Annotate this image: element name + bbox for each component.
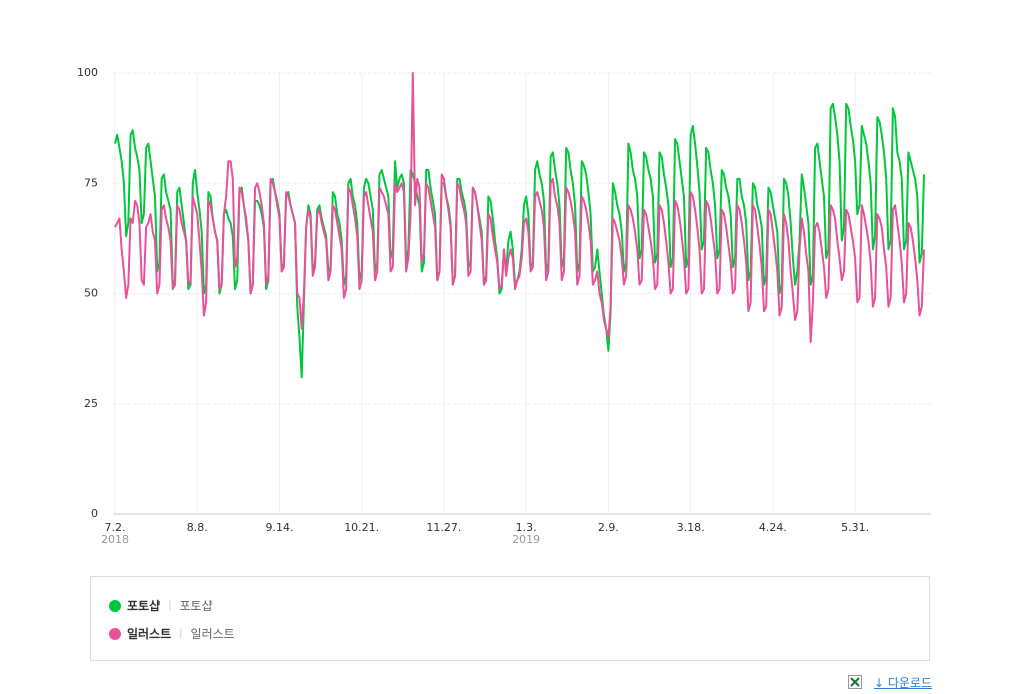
download-link[interactable]: ↓ 다운로드	[873, 676, 932, 690]
legend-dot	[109, 627, 121, 640]
y-tick-label: 25	[84, 397, 98, 410]
legend-keywords: 일러스트	[190, 627, 235, 641]
download-text: 다운로드	[887, 676, 932, 690]
x-tick-label: 2.9.	[598, 521, 619, 534]
legend-keywords: 포토샵	[179, 599, 213, 613]
legend-item: 포토샵 | 포토샵	[109, 597, 213, 614]
y-tick-label: 100	[77, 66, 98, 79]
y-tick-label: 0	[91, 507, 98, 520]
x-year-label: 2019	[512, 533, 540, 546]
legend-name: 일러스트	[127, 627, 172, 641]
x-tick-label: 1.3.	[516, 521, 537, 534]
legend-dot	[109, 599, 121, 612]
x-tick-label: 8.8.	[187, 521, 208, 534]
legend-item: 일러스트 | 일러스트	[109, 625, 235, 642]
x-tick-label: 4.24.	[759, 521, 787, 534]
legend-name: 포토샵	[127, 599, 161, 613]
separator: |	[168, 600, 172, 611]
y-tick-label: 50	[84, 287, 98, 300]
x-tick-label: 3.18.	[677, 521, 705, 534]
y-tick-label: 75	[84, 176, 98, 189]
x-tick-label: 5.31.	[841, 521, 869, 534]
x-tick-label: 7.2.	[105, 521, 126, 534]
series-line	[114, 102, 925, 379]
x-tick-label: 10.21.	[344, 521, 379, 534]
x-year-label: 2018	[101, 533, 129, 546]
x-tick-label: 11.27.	[426, 521, 461, 534]
x-tick-label: 9.14.	[265, 521, 293, 534]
legend: 포토샵 | 포토샵 일러스트 | 일러스트	[90, 576, 930, 661]
series-line	[114, 72, 925, 344]
separator: |	[179, 628, 183, 639]
excel-icon[interactable]	[848, 675, 862, 689]
